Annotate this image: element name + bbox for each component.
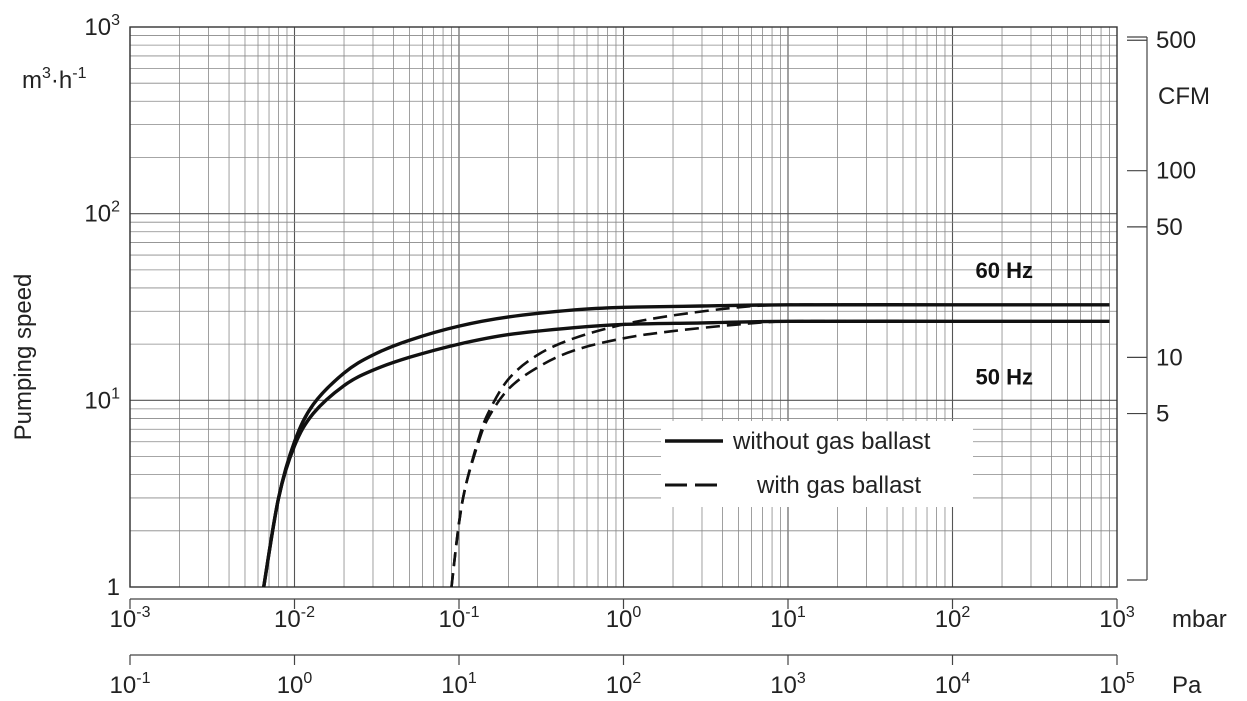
mbar-tick-label: 100 <box>606 604 642 633</box>
series-annotations: 60 Hz 50 Hz <box>976 258 1033 390</box>
y-unit-label: m3·h-1 <box>22 65 87 94</box>
legend-label: without gas ballast <box>732 428 931 455</box>
mbar-tick-label: 103 <box>1099 604 1135 633</box>
mbar-tick-label: 10-1 <box>439 604 480 633</box>
y-tick-label: 102 <box>84 199 120 228</box>
left-axis: 1 101 102 103 m3·h-1 Pumping speed <box>10 12 120 601</box>
pa-tick-label: 105 <box>1099 670 1135 699</box>
mbar-tick-label: 10-3 <box>110 604 151 633</box>
pa-tick-label: 102 <box>606 670 642 699</box>
cfm-tick-label: 10 <box>1156 344 1183 371</box>
series-label-50hz: 50 Hz <box>976 365 1033 390</box>
series-label-60hz: 60 Hz <box>976 258 1033 283</box>
mbar-tick-label: 101 <box>770 604 806 633</box>
series-line-dashed-60hz <box>450 303 867 588</box>
cfm-tick-label: 100 <box>1156 158 1196 185</box>
pa-tick-label: 103 <box>770 670 806 699</box>
plot-frame <box>129 26 1118 588</box>
cfm-tick-label: 5 <box>1156 401 1169 428</box>
plot-border <box>129 26 1118 588</box>
pa-tick-label: 100 <box>277 670 313 699</box>
y-tick-label: 1 <box>107 574 120 601</box>
y-tick-label: 101 <box>84 385 120 414</box>
right-axis-cfm: 5 10 50 100 500 CFM <box>1127 27 1210 581</box>
y-axis-title: Pumping speed <box>10 274 37 441</box>
legend-box <box>661 421 973 507</box>
cfm-tick-label: 500 <box>1156 27 1196 54</box>
y-tick-label: 103 <box>84 12 120 41</box>
legend-label: with gas ballast <box>756 472 921 499</box>
pa-tick-label: 10-1 <box>110 670 151 699</box>
pa-unit-label: Pa <box>1172 672 1202 699</box>
mbar-tick-label: 10-2 <box>274 604 315 633</box>
bottom-axes: 10-3 10-2 10-1 100 101 102 103 10-1 100 101 102 103… <box>110 598 1227 699</box>
cfm-tick-label: 50 <box>1156 214 1183 241</box>
pa-tick-label: 104 <box>935 670 971 699</box>
mbar-tick-label: 102 <box>935 604 971 633</box>
series-curves <box>262 303 1110 588</box>
mbar-unit-label: mbar <box>1172 606 1227 633</box>
legend: without gas ballast with gas ballast <box>661 421 973 507</box>
pa-tick-label: 101 <box>441 670 477 699</box>
cfm-unit-label: CFM <box>1158 83 1210 110</box>
series-line-dashed-50hz <box>450 319 867 588</box>
